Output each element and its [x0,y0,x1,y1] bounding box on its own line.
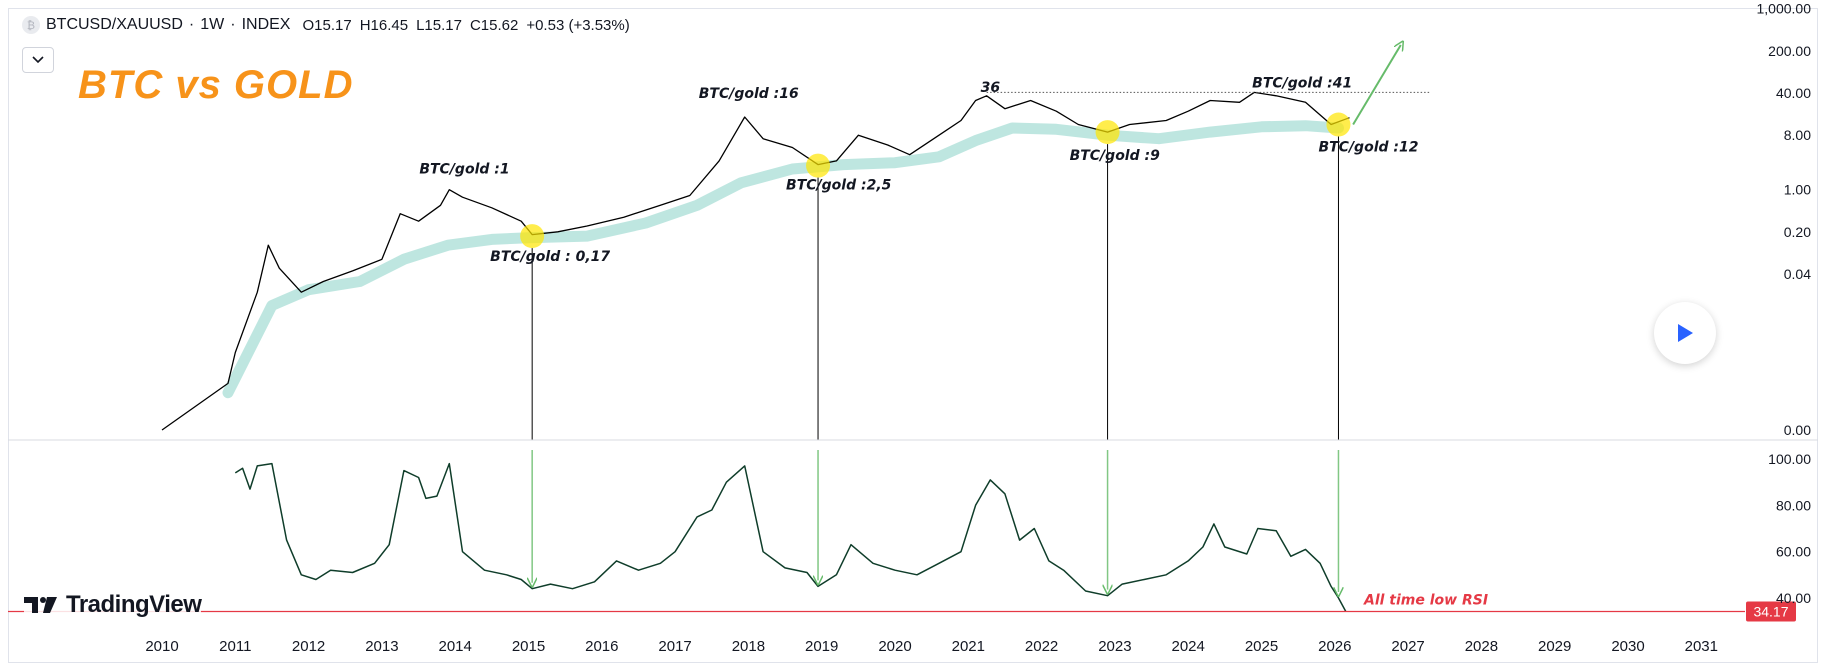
x-tick-label: 2023 [1098,638,1131,655]
x-tick-label: 2026 [1318,638,1351,655]
ohlc-high: H16.45 [359,16,409,34]
x-tick-label: 2017 [658,638,691,655]
x-tick-label: 2010 [145,638,178,655]
annotation-label: 36 [981,80,1001,96]
highlight-circle [1095,120,1120,145]
annotation-label: BTC/gold :2,5 [786,178,892,194]
price-y-tick-label: 0.20 [1784,224,1811,240]
price-y-tick-label: 1,000.00 [1757,1,1812,17]
price-line [161,91,1350,431]
x-tick-label: 2029 [1538,638,1571,655]
ohlc-change: +0.53 (+3.53%) [526,16,630,34]
chart-title: BTC vs GOLD [78,63,353,107]
axis-layer: 0.00 0.04 0.20 1.00 8.00 40.00 200.00 1,000.00 4… [8,1,1818,655]
rsi-y-tick-label: 60.00 [1776,544,1811,560]
x-tick-label: 2012 [292,638,325,655]
tradingview-logo[interactable]: TradingView [24,591,202,619]
x-tick-label: 2019 [805,638,838,655]
x-tick-label: 2027 [1391,638,1424,655]
ohlc-close: C15.62 [469,16,519,34]
x-tick-label: 2022 [1025,638,1058,655]
chart-frame [8,8,1818,663]
moving-average-band [222,120,1344,399]
x-tick-label: 2024 [1172,638,1205,655]
price-y-tick-label: 8.00 [1784,127,1811,143]
x-tick-label: 2013 [365,638,398,655]
play-icon [1678,324,1693,342]
rsi-line [234,462,1347,612]
logo-text: TradingView [66,591,202,618]
rsi-y-tick-label: 100.00 [1768,451,1811,467]
price-y-tick-label: 0.00 [1784,422,1811,438]
highlight-circle [806,153,831,178]
highlight-circle [1326,112,1351,137]
rsi-pane: 34.17 All time low RSI [8,450,1796,622]
annotation-label: BTC/gold :41 [1252,75,1352,91]
price-pane: BTC vs GOLD BTC/gold :1 BTC/gold : 0,17 BTC… [78,45,1431,440]
symbol-header: ₿ BTCUSD/XAUUSD · 1W · INDEX O15.17 H16.… [22,16,630,34]
x-tick-label: 2025 [1245,638,1278,655]
rsi-value-badge [1746,601,1796,622]
x-tick-label: 2021 [952,638,985,655]
x-tick-label: 2016 [585,638,618,655]
price-y-tick-label: 0.04 [1784,266,1811,282]
chevron-down-icon [32,56,44,64]
separator: · [188,16,195,33]
annotation-label: BTC/gold :16 [699,86,799,102]
rsi-annotation: All time low RSI [1363,593,1488,609]
legend-toggle-button[interactable] [22,47,54,73]
rsi-y-tick-label: 80.00 [1776,497,1811,513]
x-tick-label: 2031 [1685,638,1718,655]
symbol-name[interactable]: BTCUSD/XAUUSD [46,16,183,33]
exchange: INDEX [241,16,291,33]
play-button[interactable] [1654,302,1716,364]
ohlc-open: O15.17 [302,16,352,34]
up-trend-arrow [1352,45,1401,126]
x-tick-label: 2030 [1611,638,1644,655]
annotation-label: BTC/gold :9 [1070,148,1161,164]
x-tick-label: 2028 [1465,638,1498,655]
x-tick-label: 2011 [219,638,251,655]
price-y-tick-label: 1.00 [1784,182,1811,198]
x-tick-label: 2014 [439,638,472,655]
price-y-tick-label: 200.00 [1768,43,1811,59]
separator: · [230,16,236,33]
annotation-label: BTC/gold :12 [1318,140,1418,156]
bitcoin-icon: ₿ [22,16,40,34]
x-tick-label: 2018 [732,638,765,655]
rsi-value-label: 34.17 [1753,604,1788,620]
highlight-circle [520,224,545,249]
ohlc-low: L15.17 [416,16,462,34]
x-tick-label: 2015 [512,638,545,655]
annotation-label: BTC/gold :1 [419,162,509,178]
tradingview-logo-icon [24,597,57,613]
annotation-label: BTC/gold : 0,17 [490,249,610,265]
price-y-tick-label: 40.00 [1776,85,1811,101]
rsi-y-tick-label: 40.00 [1776,590,1811,606]
x-tick-label: 2020 [878,638,911,655]
interval[interactable]: 1W [200,16,225,33]
